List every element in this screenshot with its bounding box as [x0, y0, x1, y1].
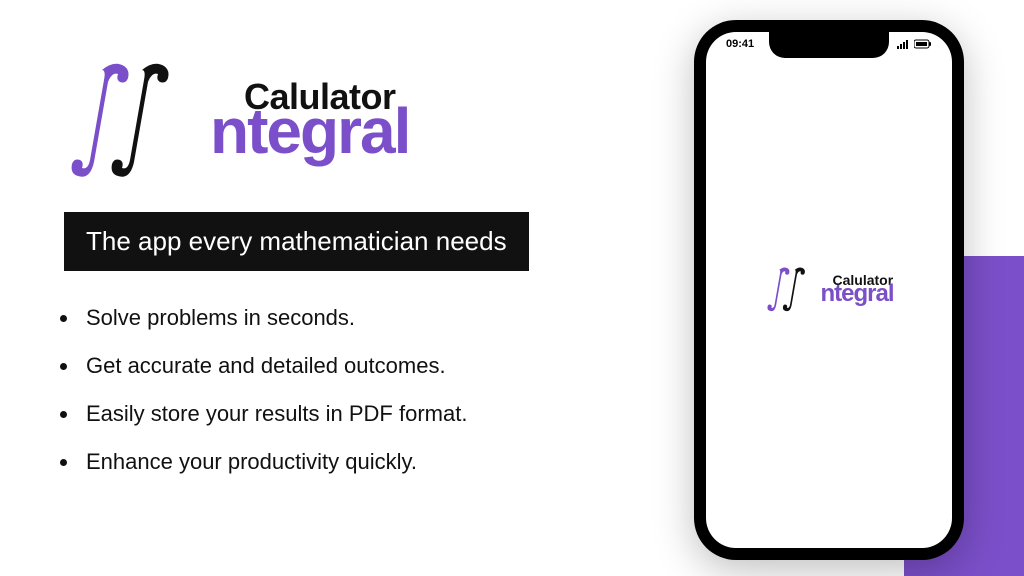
feature-list: Solve problems in seconds. Get accurate … [64, 305, 594, 475]
tagline-banner: The app every mathematician needs [64, 212, 529, 271]
left-content: Calulator ntegral The app every mathemat… [64, 52, 594, 497]
logo-text-group: Calulator ntegral [210, 76, 409, 168]
phone-logo-word-bottom: ntegral [820, 280, 893, 308]
feature-item: Enhance your productivity quickly. [80, 449, 594, 475]
battery-icon [914, 39, 932, 49]
status-time: 09:41 [726, 38, 754, 50]
phone-logo-text-group: Calulator ntegral [820, 272, 893, 308]
phone-mockup: 09:41 Calulator ntegral [694, 20, 964, 560]
status-icons [896, 38, 932, 50]
double-integral-icon [764, 262, 822, 318]
feature-item: Easily store your results in PDF format. [80, 401, 594, 427]
feature-item: Solve problems in seconds. [80, 305, 594, 331]
phone-app-logo: Calulator ntegral [764, 262, 893, 318]
phone-screen: 09:41 Calulator ntegral [706, 32, 952, 548]
logo-word-bottom: ntegral [210, 94, 409, 168]
double-integral-icon [64, 52, 214, 192]
signal-icon [896, 39, 910, 49]
feature-item: Get accurate and detailed outcomes. [80, 353, 594, 379]
main-logo: Calulator ntegral [64, 52, 594, 192]
phone-notch [769, 32, 889, 58]
